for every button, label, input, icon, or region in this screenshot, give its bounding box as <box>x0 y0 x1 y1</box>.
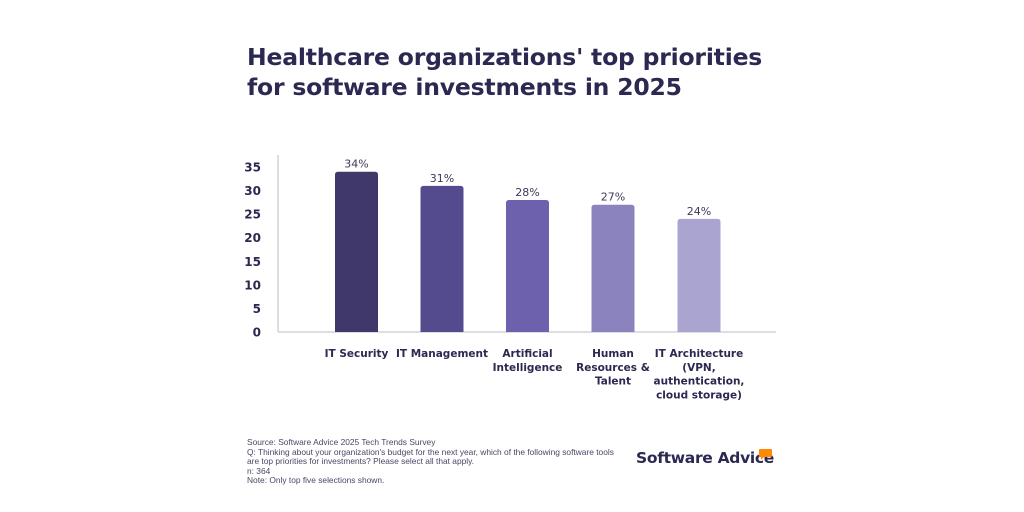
bar <box>335 171 378 332</box>
y-tick-label: 25 <box>244 208 261 222</box>
software-advice-logo: Software Advice <box>636 449 775 467</box>
x-category-label-line: Artificial <box>502 348 552 360</box>
y-tick-label: 10 <box>244 278 261 292</box>
bar <box>677 218 721 332</box>
bar <box>506 200 549 332</box>
footnote: Note: Only top five selections shown. <box>247 475 385 486</box>
x-category-label-line: IT Management <box>396 348 488 360</box>
bar <box>420 185 464 332</box>
sample-size: n: 364 <box>247 465 271 476</box>
x-category-label-line: Resources & <box>576 362 650 374</box>
y-tick-label: 35 <box>244 161 261 175</box>
speech-bubble-icon <box>759 449 772 460</box>
bar-data-label: 24% <box>687 205 711 218</box>
x-category-label: IT Management <box>396 348 488 360</box>
x-category-label-line: Human <box>592 348 634 360</box>
x-category-label-line: Intelligence <box>493 362 563 374</box>
chart-footer: Source: Software Advice 2025 Tech Trends… <box>247 437 617 486</box>
source-note: Source: Software Advice 2025 Tech Trends… <box>247 437 436 447</box>
bar-data-label: 27% <box>601 191 625 204</box>
y-tick-label: 15 <box>244 255 261 269</box>
bar <box>591 204 635 332</box>
y-tick-label: 30 <box>244 184 261 198</box>
x-category-label-line: IT Security <box>325 348 389 360</box>
x-category-label-line: IT Architecture <box>655 348 744 360</box>
y-tick-label: 20 <box>244 231 261 245</box>
y-tick-label: 0 <box>253 326 261 340</box>
x-category-label-line: cloud storage) <box>656 389 742 401</box>
x-category-label: IT Architecture (VPN, authentication, cloud… <box>654 348 745 401</box>
x-category-label: Human Resources & Talent <box>576 348 650 388</box>
x-category-label: IT Security <box>325 348 389 360</box>
x-category-label-line: (VPN, <box>682 362 715 374</box>
question-line-1: Q: Thinking about your organization's bu… <box>247 446 614 457</box>
bar-data-label: 28% <box>515 186 539 199</box>
x-category-label-line: Talent <box>595 376 631 388</box>
question-line-2: are top priorities for investments? Plea… <box>247 456 475 467</box>
bar-data-label: 34% <box>344 158 368 171</box>
y-tick-label: 5 <box>253 302 261 316</box>
bar-data-label: 31% <box>430 172 454 185</box>
bar-chart: 0 5 10 15 20 25 30 35 34% IT Security 31% IT Manage… <box>244 155 776 401</box>
chart-title: Healthcare organizations' top priorities… <box>247 43 763 101</box>
x-category-label: Artificial Intelligence <box>493 348 563 374</box>
x-category-label-line: authentication, <box>654 376 745 388</box>
